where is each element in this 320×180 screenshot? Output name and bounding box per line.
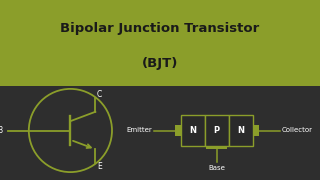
Bar [175, 125, 181, 136]
Text: Base: Base [208, 165, 225, 171]
Bar [0, 0, 320, 86]
Bar [253, 125, 259, 136]
Bar [181, 115, 205, 146]
Text: B: B [0, 126, 2, 135]
Text: N: N [189, 126, 196, 135]
Text: P: P [214, 126, 220, 135]
Text: C: C [97, 90, 102, 99]
Bar [229, 115, 253, 146]
Text: Collector: Collector [282, 127, 313, 134]
Bar [205, 115, 229, 146]
Text: N: N [237, 126, 244, 135]
Text: (BJT): (BJT) [142, 57, 178, 69]
Text: Bipolar Junction Transistor: Bipolar Junction Transistor [60, 22, 260, 35]
Bar [206, 146, 228, 149]
Text: E: E [97, 162, 102, 171]
Text: Emitter: Emitter [126, 127, 152, 134]
